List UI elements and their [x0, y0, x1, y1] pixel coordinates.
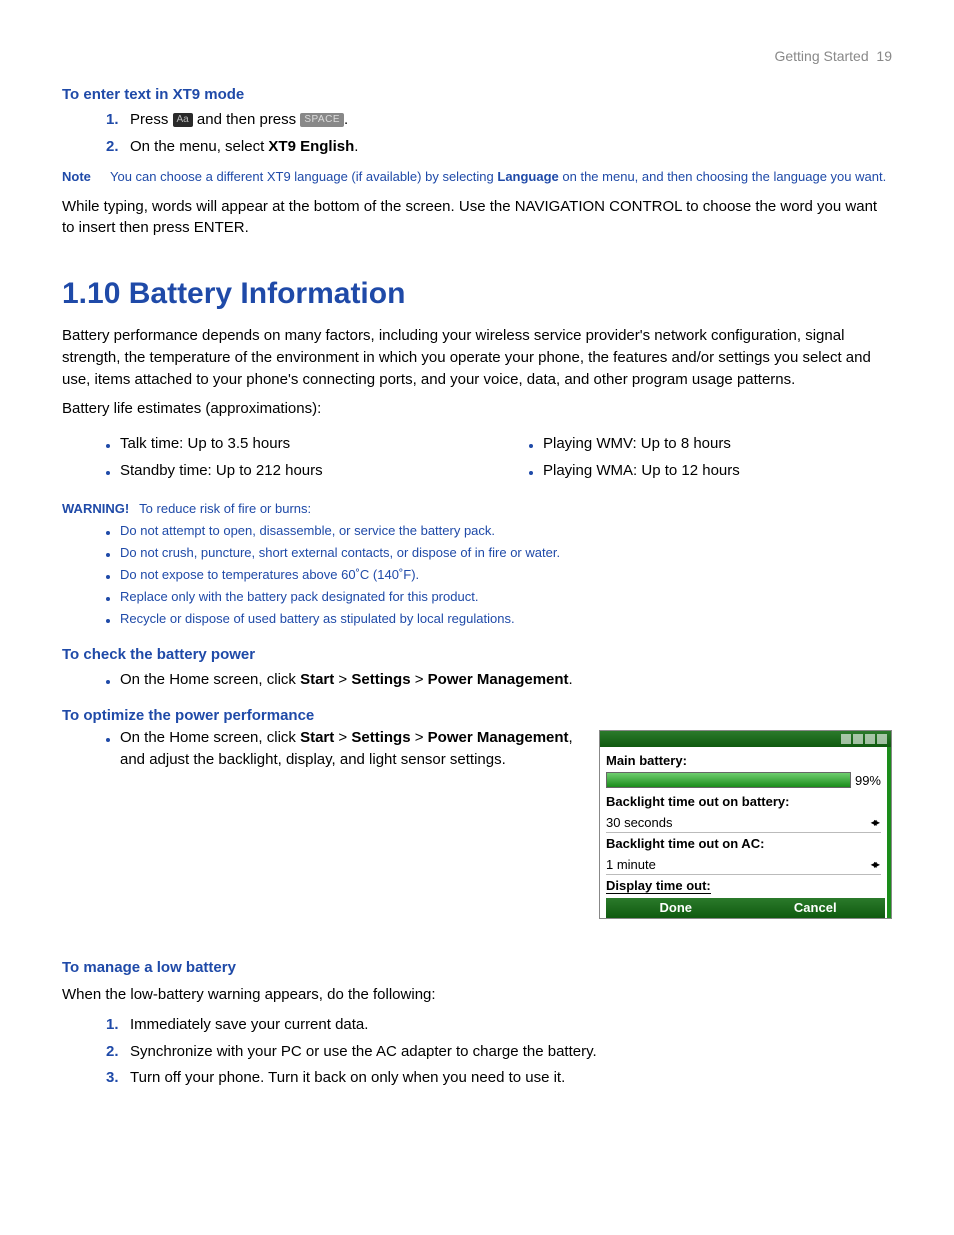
list-item: On the Home screen, click Start > Settin… [106, 727, 575, 771]
bullet-icon [106, 680, 110, 684]
note-block: Note You can choose a different XT9 lang… [62, 168, 892, 186]
bullet-icon [106, 444, 110, 448]
softkey-done[interactable]: Done [606, 898, 746, 918]
list-item: Playing WMA: Up to 12 hours [529, 460, 892, 482]
page-number: 19 [876, 48, 892, 64]
list-number: 2. [106, 136, 122, 158]
bullet-icon [106, 553, 110, 557]
bullet-icon [106, 619, 110, 623]
bullet-icon [106, 738, 110, 742]
bullet-icon [529, 471, 533, 475]
list-number: 1. [106, 1014, 122, 1036]
list-item: On the Home screen, click Start > Settin… [106, 669, 892, 691]
check-text: On the Home screen, click Start > Settin… [120, 669, 573, 691]
bullet-icon [529, 444, 533, 448]
list-item: Playing WMV: Up to 8 hours [529, 433, 892, 455]
list-number: 3. [106, 1067, 122, 1089]
estimates-line: Battery life estimates (approximations): [62, 398, 892, 420]
low-battery-intro: When the low-battery warning appears, do… [62, 984, 892, 1006]
bullet-icon [106, 531, 110, 535]
low-step-1: 1. Immediately save your current data. [106, 1014, 892, 1036]
page-header: Getting Started 19 [62, 48, 892, 64]
phone-backlight-ac-value: 1 minute [606, 857, 656, 872]
bullet-icon [106, 471, 110, 475]
battery-intro: Battery performance depends on many fact… [62, 325, 892, 390]
chevron-icon[interactable]: ◂ ▸ [871, 815, 881, 830]
phone-backlight-batt-value: 30 seconds [606, 815, 673, 830]
list-number: 1. [106, 109, 122, 131]
note-text: You can choose a different XT9 language … [110, 168, 886, 186]
optimize-text: On the Home screen, click Start > Settin… [120, 727, 575, 771]
check-heading: To check the battery power [62, 646, 892, 663]
step-text: On the menu, select XT9 English. [130, 136, 358, 158]
warning-label: WARNING! [62, 499, 129, 519]
status-icon [853, 734, 863, 744]
list-item: Talk time: Up to 3.5 hours [106, 433, 469, 455]
status-icon [841, 734, 851, 744]
xt9-heading: To enter text in XT9 mode [62, 86, 892, 103]
low-step-3: 3. Turn off your phone. Turn it back on … [106, 1067, 892, 1089]
phone-statusbar [600, 731, 891, 747]
list-item: Standby time: Up to 212 hours [106, 460, 469, 482]
section-heading: 1.10 Battery Information [62, 277, 892, 311]
note-label: Note [62, 168, 98, 186]
softkey-cancel[interactable]: Cancel [746, 898, 886, 918]
xt9-step-2: 2. On the menu, select XT9 English. [106, 136, 892, 158]
list-item: Recycle or dispose of used battery as st… [106, 610, 892, 629]
xt9-paragraph: While typing, words will appear at the b… [62, 196, 892, 240]
section-name: Getting Started [774, 48, 868, 64]
phone-backlight-ac-label: Backlight time out on AC: [606, 836, 881, 851]
phone-display-timeout-label: Display time out: [606, 878, 881, 894]
battery-percent: 99% [855, 773, 881, 788]
list-item: Do not attempt to open, disassemble, or … [106, 522, 892, 541]
chevron-icon[interactable]: ◂ ▸ [871, 857, 881, 872]
step-text: Press Aa and then press SPACE. [130, 109, 348, 131]
warning-intro: To reduce risk of fire or burns: [139, 499, 311, 519]
list-item: Replace only with the battery pack desig… [106, 588, 892, 607]
phone-backlight-batt-label: Backlight time out on battery: [606, 794, 881, 809]
low-battery-heading: To manage a low battery [62, 959, 892, 976]
list-item: Do not expose to temperatures above 60˚C… [106, 566, 892, 585]
status-icon [865, 734, 875, 744]
xt9-step-1: 1. Press Aa and then press SPACE. [106, 109, 892, 131]
warning-block: WARNING! To reduce risk of fire or burns… [62, 499, 892, 629]
key-icon: SPACE [300, 113, 344, 127]
low-step-2: 2. Synchronize with your PC or use the A… [106, 1041, 892, 1063]
phone-main-battery-label: Main battery: [606, 753, 881, 768]
phone-screenshot: Main battery: 99% Backlight time out on … [599, 730, 892, 919]
list-number: 2. [106, 1041, 122, 1063]
key-icon: Aa [173, 113, 193, 127]
signal-icon [877, 734, 887, 744]
battery-meter [606, 772, 851, 788]
bullet-icon [106, 597, 110, 601]
list-item: Do not crush, puncture, short external c… [106, 544, 892, 563]
bullet-icon [106, 575, 110, 579]
